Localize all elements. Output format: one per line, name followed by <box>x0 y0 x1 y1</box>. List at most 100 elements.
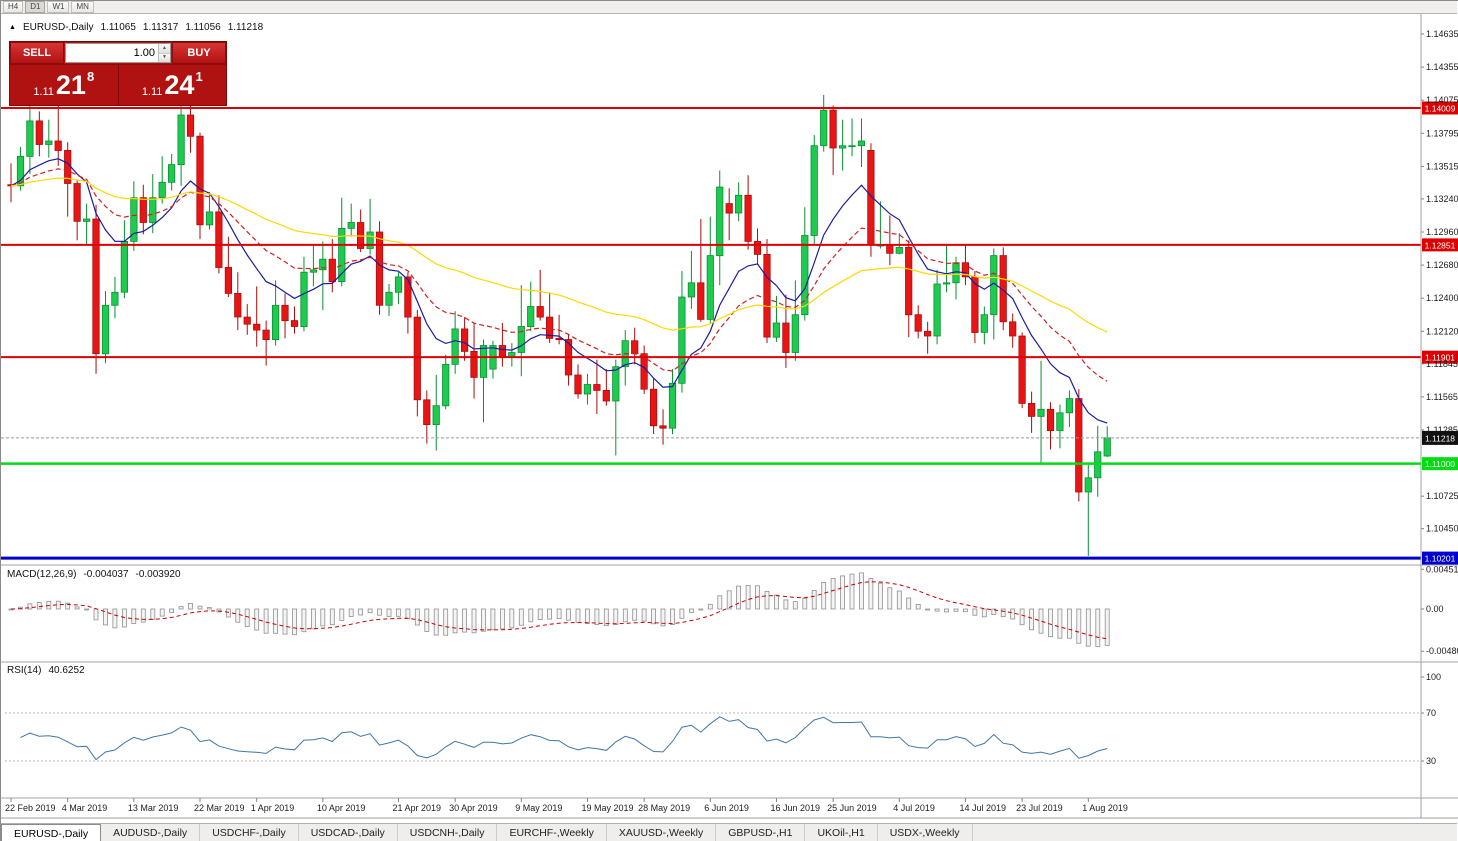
buy-price-display[interactable]: 1.11 24 1 <box>117 65 227 105</box>
candle-body <box>1075 398 1083 493</box>
tab-usdchf-daily[interactable]: USDCHF-,Daily <box>200 824 299 841</box>
price-axis-label: 1.12960 <box>1426 227 1458 237</box>
tab-usdcad-daily[interactable]: USDCAD-,Daily <box>299 824 398 841</box>
candle-body <box>404 276 412 318</box>
price-axis-label: 1.14635 <box>1426 29 1458 39</box>
candle-body <box>158 181 166 199</box>
tab-xauusd-weekly[interactable]: XAUUSD-,Weekly <box>607 824 717 841</box>
tab-eurusd-daily[interactable]: EURUSD-,Daily <box>1 824 102 841</box>
candle-body <box>366 231 374 249</box>
sell-price-pipette: 8 <box>86 69 95 84</box>
candle-body <box>791 314 799 353</box>
date-label: 22 Mar 2019 <box>194 803 245 813</box>
timeframe-button-mn[interactable]: MN <box>71 1 94 13</box>
candle-body <box>1028 402 1036 417</box>
ohlc-open: 1.11065 <box>100 22 136 33</box>
sell-price-display[interactable]: 1.11 21 8 <box>10 65 118 105</box>
rsi-axis-label: 100 <box>1426 672 1441 682</box>
chart-tabs: EURUSD-,Daily AUDUSD-,Daily USDCHF-,Daily U… <box>1 823 1457 841</box>
volume-down-icon[interactable]: ▼ <box>159 53 170 62</box>
candle-body <box>423 399 431 425</box>
date-label: 1 Aug 2019 <box>1082 803 1128 813</box>
date-label: 22 Feb 2019 <box>5 803 56 813</box>
candle-body <box>631 340 639 355</box>
candle-body <box>300 271 308 328</box>
volume-input[interactable] <box>66 44 158 62</box>
volume-up-icon[interactable]: ▲ <box>159 44 170 54</box>
candle-body <box>470 350 478 378</box>
candle-body <box>1009 321 1017 337</box>
tab-eurchf-weekly[interactable]: EURCHF-,Weekly <box>497 824 607 841</box>
candle-body <box>319 258 327 271</box>
macd-signal-value: -0.003920 <box>135 569 181 580</box>
macd-axis-label: 0.004517 <box>1426 564 1458 574</box>
macd-name: MACD(12,26,9) <box>7 569 77 580</box>
candle-body <box>612 366 620 402</box>
candle-body <box>328 258 336 283</box>
current-price-label <box>1422 430 1458 445</box>
candle-body <box>942 282 951 285</box>
level-price-text: 1.14009 <box>1425 103 1456 113</box>
tab-usdcnh-daily[interactable]: USDCNH-,Daily <box>398 824 498 841</box>
candle-body <box>886 244 894 254</box>
timeframe-toolbar: H4 D1 W1 MN <box>1 1 1457 14</box>
level-price-label <box>1422 101 1458 115</box>
candle-body <box>120 240 128 293</box>
price-axis-label: 1.13240 <box>1426 194 1458 204</box>
date-label: 1 Apr 2019 <box>251 803 295 813</box>
sell-button[interactable]: SELL <box>10 42 64 64</box>
date-label: 19 May 2019 <box>581 803 633 813</box>
candle-body <box>1018 335 1026 404</box>
candle-body <box>101 304 110 355</box>
timeframe-button-d1[interactable]: D1 <box>25 1 46 13</box>
rsi-axis-label: 30 <box>1426 756 1436 766</box>
candle-body <box>1065 398 1073 414</box>
candle-body <box>763 253 771 338</box>
candle-body <box>149 197 157 223</box>
candle-body <box>347 222 355 229</box>
price-axis-label: 1.12680 <box>1426 260 1458 270</box>
tab-gbpusd-h1[interactable]: GBPUSD-,H1 <box>716 824 806 841</box>
timeframe-button-h4[interactable]: H4 <box>3 1 24 13</box>
buy-button[interactable]: BUY <box>172 42 226 64</box>
candle-body <box>905 246 913 316</box>
one-click-trading-panel: SELL ▲ ▼ BUY 1.11 21 8 1.11 24 1 <box>9 41 227 106</box>
candle-body <box>735 194 743 214</box>
candle-body <box>451 328 459 365</box>
level-price-text: 1.11901 <box>1425 353 1455 363</box>
macd-indicator-title: MACD(12,26,9) -0.004037 -0.003920 <box>7 569 181 580</box>
candle-body <box>26 120 34 157</box>
level-price-label <box>1422 350 1458 364</box>
candle-body <box>243 316 251 325</box>
candle-body <box>687 282 696 298</box>
candle-body <box>215 211 223 268</box>
timeframe-button-w1[interactable]: W1 <box>47 1 70 13</box>
candle-body <box>678 296 686 384</box>
candle-body <box>536 306 544 318</box>
level-price-text: 1.10201 <box>1425 554 1456 564</box>
candle-body <box>999 255 1007 323</box>
rsi-line <box>20 716 1108 761</box>
candle-body <box>697 282 705 320</box>
buy-price-pipette: 1 <box>195 69 203 84</box>
candle-body <box>479 345 488 378</box>
tab-audusd-daily[interactable]: AUDUSD-,Daily <box>101 824 201 841</box>
candle-body <box>45 140 53 145</box>
candle-body <box>706 255 714 320</box>
price-axis-label: 1.14355 <box>1426 62 1458 72</box>
candle-body <box>177 114 185 165</box>
ma-10-line <box>10 158 1108 424</box>
tab-usdx-weekly[interactable]: USDX-,Weekly <box>878 824 973 841</box>
date-label: 4 Jul 2019 <box>893 803 935 813</box>
rsi-value: 40.6252 <box>48 665 85 676</box>
tab-ukoil-h1[interactable]: UKOil-,H1 <box>805 824 878 841</box>
price-axis-label: 1.13795 <box>1426 128 1458 138</box>
candle-body <box>593 384 601 391</box>
ohlc-close: 1.11218 <box>227 22 264 33</box>
date-label: 14 Jul 2019 <box>959 803 1006 813</box>
candle-body <box>139 197 147 223</box>
svg-text:1.11218: 1.11218 <box>1425 433 1455 443</box>
candle-body <box>1046 408 1055 431</box>
candle-body <box>924 330 932 337</box>
